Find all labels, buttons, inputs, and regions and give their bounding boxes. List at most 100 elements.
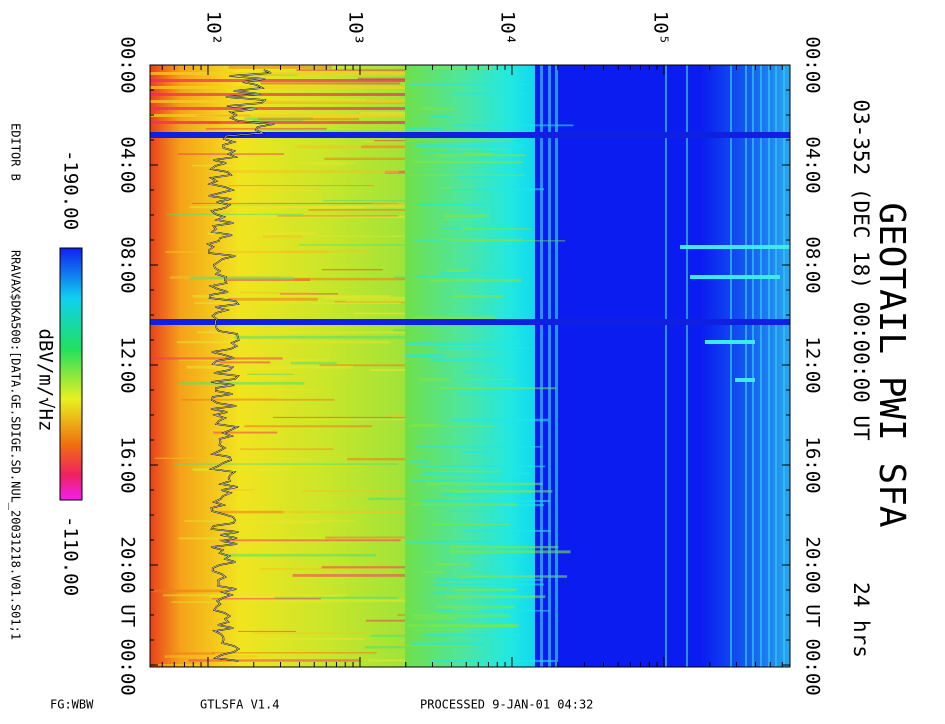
streak: [463, 152, 493, 156]
colorbar-unit: dBV/m/√Hz: [35, 329, 57, 432]
streak: [419, 150, 496, 153]
streak: [368, 659, 405, 662]
streak: [362, 141, 405, 143]
streak: [180, 381, 305, 385]
streak: [321, 566, 405, 569]
streak: [409, 460, 431, 463]
streak: [411, 479, 513, 482]
streak: [429, 278, 522, 282]
frequency-label: 10⁴: [497, 11, 519, 45]
streak: [412, 614, 511, 617]
streak: [454, 588, 517, 592]
streak: [411, 316, 496, 319]
streak: [227, 297, 318, 301]
subtitle: 03-352 (DEC 18) 00:00:00 UT: [849, 99, 873, 441]
streak: [211, 489, 255, 491]
streak: [548, 65, 551, 667]
streak: [426, 482, 543, 486]
streak: [752, 65, 754, 667]
time-label: 00:00: [802, 36, 824, 93]
streak: [775, 65, 777, 667]
streak: [212, 652, 377, 654]
streak: [413, 161, 523, 164]
streak: [230, 397, 276, 400]
streak: [458, 575, 568, 578]
streak: [189, 276, 295, 280]
streak: [437, 387, 556, 390]
streak: [735, 378, 755, 382]
streak: [191, 164, 262, 167]
streak: [374, 140, 405, 142]
streak: [180, 398, 335, 401]
streak: [150, 107, 405, 110]
time-label: 20:00: [802, 536, 824, 593]
streak: [150, 121, 405, 124]
streak: [211, 597, 321, 600]
streak: [178, 153, 284, 155]
time-label: 12:00: [802, 336, 824, 393]
streak: [408, 174, 526, 176]
streak: [297, 145, 405, 149]
frequency-label: 10³: [345, 11, 367, 45]
streak: [262, 235, 303, 238]
streak: [302, 490, 405, 493]
time-label: 08:00: [802, 236, 824, 293]
streak: [415, 144, 523, 148]
streak: [783, 65, 785, 667]
streak: [405, 540, 511, 543]
streak: [435, 563, 470, 566]
streak: [354, 312, 405, 315]
streak: [414, 629, 467, 632]
streak: [184, 520, 355, 522]
streak: [393, 329, 405, 332]
streak: [365, 619, 405, 622]
duration: 24 hrs: [849, 582, 873, 658]
streak: [555, 65, 558, 667]
streak: [405, 354, 445, 357]
streak: [416, 275, 474, 278]
streak: [418, 107, 456, 110]
streak: [154, 457, 197, 460]
streak: [406, 342, 521, 346]
editor: EDITOR B: [9, 123, 23, 181]
streak: [244, 425, 373, 428]
streak: [453, 608, 481, 611]
time-label: 20:00: [117, 536, 139, 593]
streaks: [150, 65, 790, 667]
streak: [440, 227, 461, 229]
streak: [178, 359, 332, 361]
streak: [446, 269, 470, 272]
streak: [213, 431, 278, 434]
streak: [322, 296, 405, 300]
streak: [405, 127, 445, 131]
streak: [451, 124, 574, 127]
streak: [166, 213, 304, 216]
streak: [324, 157, 405, 160]
trace: [207, 69, 275, 662]
streak: [460, 491, 534, 493]
streak: [442, 187, 476, 189]
streak: [150, 357, 283, 360]
streak: [417, 465, 546, 468]
plot-frame: [149, 64, 791, 668]
streak: [217, 510, 284, 514]
streak: [451, 188, 545, 191]
streak: [274, 596, 398, 599]
streak: [461, 451, 492, 454]
streak: [334, 301, 405, 303]
streak: [258, 117, 360, 121]
time-label: UT 00:00: [802, 604, 824, 696]
streak: [306, 163, 347, 165]
streak: [430, 659, 556, 663]
streak: [445, 595, 546, 599]
frequency-label: 10⁵: [650, 11, 672, 45]
streak: [240, 291, 310, 294]
streak: [321, 268, 383, 271]
time-label: 04:00: [117, 136, 139, 193]
streak: [361, 145, 405, 149]
streak: [174, 463, 398, 465]
streak: [238, 630, 297, 633]
streak: [416, 446, 543, 448]
streak: [433, 583, 544, 586]
streak: [450, 418, 549, 422]
